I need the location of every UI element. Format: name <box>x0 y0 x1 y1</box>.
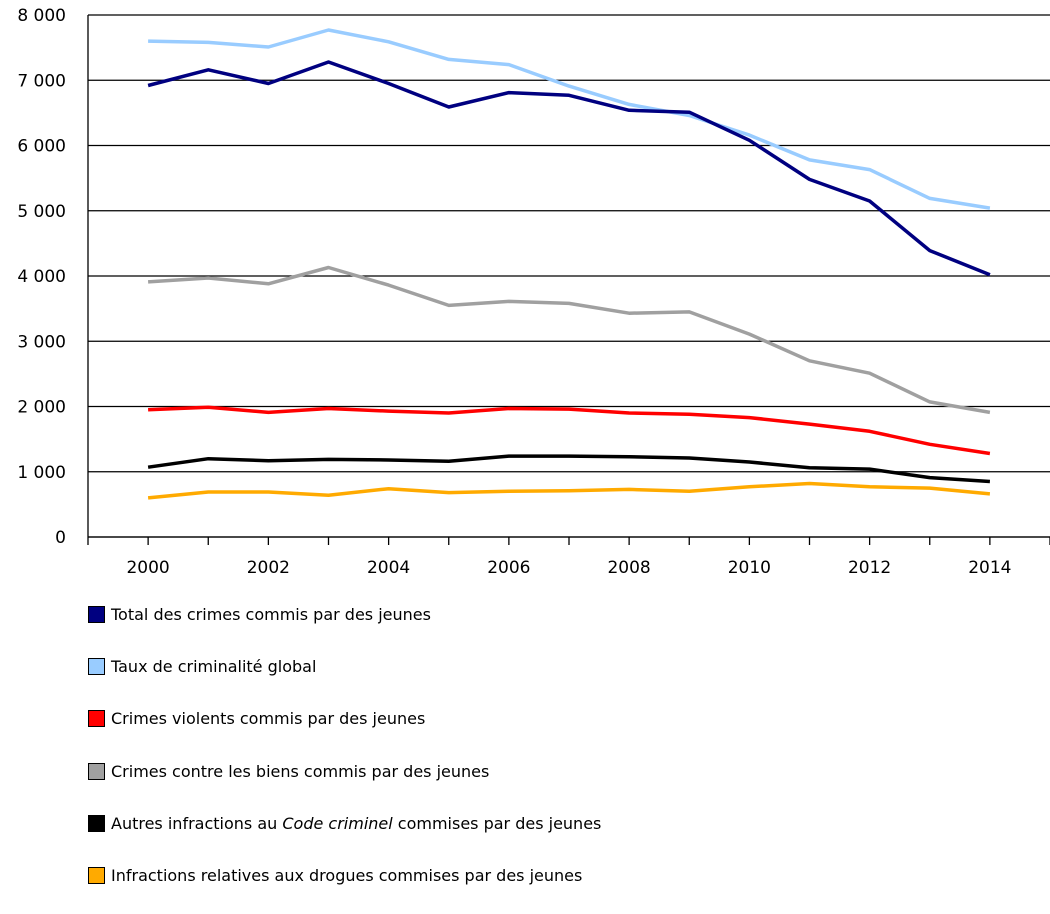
legend-label: Total des crimes commis par des jeunes <box>111 604 431 624</box>
series-line <box>147 265 991 415</box>
legend-label-part: Autres infractions au <box>111 814 283 834</box>
legend-label: Crimes contre les biens commis par des j… <box>111 761 490 781</box>
x-tick-label: 2004 <box>367 558 410 578</box>
legend-item-total-jeunes: Total des crimes commis par des jeunes <box>88 600 601 628</box>
legend-swatch <box>88 762 105 780</box>
legend-label-italic: Code criminel <box>282 814 393 834</box>
y-tick-label: 6 000 <box>17 137 66 157</box>
legend-swatch <box>88 815 105 833</box>
legend: Total des crimes commis par des jeunes T… <box>88 600 601 914</box>
legend-item-taux-global: Taux de criminalité global <box>88 652 601 680</box>
legend-swatch <box>88 657 105 675</box>
x-axis: 2000 2002 2004 2006 2008 2010 2012 2014 <box>87 537 1050 578</box>
x-tick-label: 2006 <box>487 558 530 578</box>
legend-label: Taux de criminalité global <box>111 656 317 676</box>
legend-swatch <box>88 710 105 728</box>
y-tick-label: 4 000 <box>17 267 66 287</box>
y-tick-label: 5 000 <box>17 202 66 222</box>
line-chart: 0 1 000 2 000 3 000 4 000 5 000 6 000 7 000 8 00… <box>17 6 1050 578</box>
series-line <box>148 28 991 210</box>
y-tick-label: 0 <box>55 528 66 548</box>
series-line <box>147 60 991 277</box>
y-tick-label: 2 000 <box>17 398 66 418</box>
y-axis: 0 1 000 2 000 3 000 4 000 5 000 6 000 7 000 8 00… <box>17 6 1050 548</box>
x-tick-label: 2012 <box>848 558 891 578</box>
legend-swatch <box>88 605 105 623</box>
y-tick-label: 7 000 <box>17 71 66 91</box>
legend-item-crimes-violents: Crimes violents commis par des jeunes <box>88 705 601 733</box>
series-line <box>148 405 991 456</box>
legend-item-autres-infractions: Autres infractions au Code criminel comm… <box>88 810 601 838</box>
x-tick-label: 2010 <box>728 558 771 578</box>
series-line <box>147 481 991 500</box>
y-tick-label: 1 000 <box>17 463 66 483</box>
x-tick-label: 2014 <box>968 558 1011 578</box>
legend-label-part: commises par des jeunes <box>392 814 602 834</box>
y-tick-label: 3 000 <box>17 332 66 352</box>
legend-item-crimes-biens: Crimes contre les biens commis par des j… <box>88 757 601 785</box>
y-tick-label: 8 000 <box>17 6 66 26</box>
legend-label: Crimes violents commis par des jeunes <box>111 709 426 729</box>
x-tick-label: 2000 <box>126 558 169 578</box>
series-lines <box>147 28 991 500</box>
x-tick-label: 2008 <box>607 558 650 578</box>
x-tick-label: 2002 <box>247 558 290 578</box>
series-line <box>147 454 991 484</box>
